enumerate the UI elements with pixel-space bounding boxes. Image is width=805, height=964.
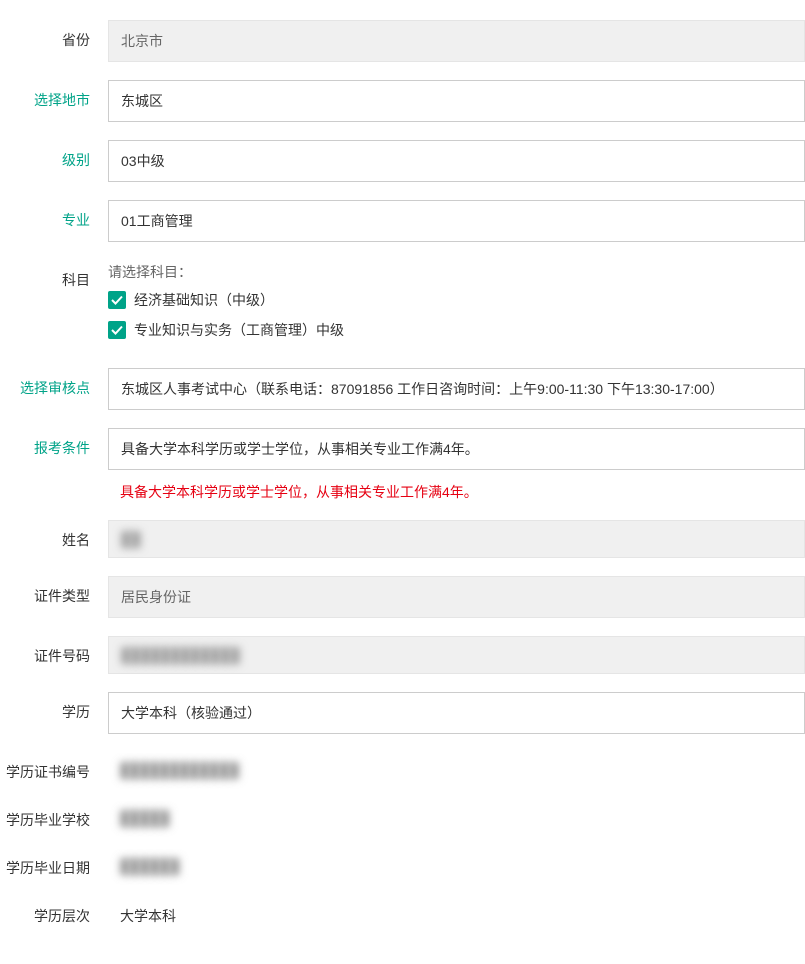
row-subjects: 科目 请选择科目： 经济基础知识（中级） 专业知识与实务（工商管理）中级 (0, 260, 805, 350)
row-name: 姓名 ██ (0, 520, 805, 558)
label-level: 级别 (0, 140, 108, 170)
value-edu-level: 大学本科 (108, 896, 805, 926)
field-id-type: 居民身份证 (108, 576, 805, 618)
row-edu-cert-no: 学历证书编号 ████████████ (0, 752, 805, 782)
label-conditions: 报考条件 (0, 428, 108, 458)
value-edu-cert-no: ████████████ (108, 752, 805, 778)
subject-label-1: 专业知识与实务（工商管理）中级 (134, 320, 344, 340)
row-edu-school: 学历毕业学校 █████ (0, 800, 805, 830)
label-subjects: 科目 (0, 260, 108, 290)
row-province: 省份 北京市 (0, 20, 805, 62)
label-province: 省份 (0, 20, 108, 50)
label-name: 姓名 (0, 520, 108, 550)
field-province: 北京市 (108, 20, 805, 62)
input-id-number: ████████████ (108, 636, 805, 674)
row-level: 级别 03中级 (0, 140, 805, 182)
subject-item-1[interactable]: 专业知识与实务（工商管理）中级 (108, 320, 805, 340)
field-edu-school: █████ (108, 800, 805, 826)
field-id-number: ████████████ (108, 636, 805, 674)
field-education: 大学本科（核验通过） (108, 692, 805, 734)
label-edu-level: 学历层次 (0, 896, 108, 926)
select-education[interactable]: 大学本科（核验通过） (108, 692, 805, 734)
input-id-type: 居民身份证 (108, 576, 805, 618)
field-city: 东城区 (108, 80, 805, 122)
value-edu-date: ██████ (108, 848, 805, 874)
input-name: ██ (108, 520, 805, 558)
field-audit-point: 东城区人事考试中心（联系电话：87091856 工作日咨询时间：上午9:00-1… (108, 368, 805, 410)
value-edu-school: █████ (108, 800, 805, 826)
subject-label-0: 经济基础知识（中级） (134, 290, 274, 310)
row-conditions: 报考条件 具备大学本科学历或学士学位，从事相关专业工作满4年。 具备大学本科学历… (0, 428, 805, 502)
select-conditions[interactable]: 具备大学本科学历或学士学位，从事相关专业工作满4年。 (108, 428, 805, 470)
check-icon (108, 291, 126, 309)
label-edu-school: 学历毕业学校 (0, 800, 108, 830)
field-edu-level: 大学本科 (108, 896, 805, 926)
select-major[interactable]: 01工商管理 (108, 200, 805, 242)
row-audit-point: 选择审核点 东城区人事考试中心（联系电话：87091856 工作日咨询时间：上午… (0, 368, 805, 410)
row-edu-date: 学历毕业日期 ██████ (0, 848, 805, 878)
row-education: 学历 大学本科（核验通过） (0, 692, 805, 734)
input-province: 北京市 (108, 20, 805, 62)
row-id-type: 证件类型 居民身份证 (0, 576, 805, 618)
field-name: ██ (108, 520, 805, 558)
select-audit-point[interactable]: 东城区人事考试中心（联系电话：87091856 工作日咨询时间：上午9:00-1… (108, 368, 805, 410)
field-level: 03中级 (108, 140, 805, 182)
label-id-number: 证件号码 (0, 636, 108, 666)
row-edu-level: 学历层次 大学本科 (0, 896, 805, 926)
field-subjects: 请选择科目： 经济基础知识（中级） 专业知识与实务（工商管理）中级 (108, 260, 805, 350)
subject-item-0[interactable]: 经济基础知识（中级） (108, 290, 805, 310)
label-id-type: 证件类型 (0, 576, 108, 606)
label-major: 专业 (0, 200, 108, 230)
select-city[interactable]: 东城区 (108, 80, 805, 122)
row-city: 选择地市 东城区 (0, 80, 805, 122)
row-major: 专业 01工商管理 (0, 200, 805, 242)
row-id-number: 证件号码 ████████████ (0, 636, 805, 674)
select-level[interactable]: 03中级 (108, 140, 805, 182)
label-education: 学历 (0, 692, 108, 722)
field-conditions: 具备大学本科学历或学士学位，从事相关专业工作满4年。 具备大学本科学历或学士学位… (108, 428, 805, 502)
label-audit-point: 选择审核点 (0, 368, 108, 398)
check-icon (108, 321, 126, 339)
field-edu-cert-no: ████████████ (108, 752, 805, 778)
conditions-warning: 具备大学本科学历或学士学位，从事相关专业工作满4年。 (108, 482, 805, 502)
label-city: 选择地市 (0, 80, 108, 110)
label-edu-cert-no: 学历证书编号 (0, 752, 108, 782)
subjects-hint: 请选择科目： (108, 262, 805, 282)
field-edu-date: ██████ (108, 848, 805, 874)
field-major: 01工商管理 (108, 200, 805, 242)
label-edu-date: 学历毕业日期 (0, 848, 108, 878)
